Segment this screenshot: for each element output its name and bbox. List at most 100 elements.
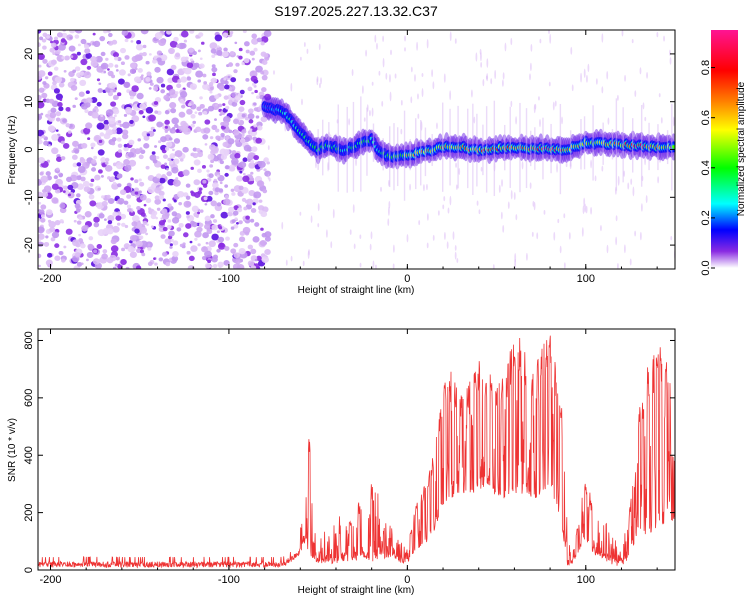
spectrogram-noise-cell bbox=[201, 41, 205, 45]
spectrogram-speck bbox=[392, 263, 395, 269]
spectrogram-noise-cell bbox=[212, 263, 218, 269]
spectrogram-striation bbox=[352, 101, 355, 192]
spectrogram-noise-cell bbox=[214, 128, 220, 133]
spectrogram-noise-cell bbox=[121, 222, 126, 227]
spectrogram-noise-cell bbox=[98, 213, 105, 219]
spectrogram-noise-cell bbox=[238, 220, 243, 225]
spectrogram-noise-cell bbox=[206, 169, 210, 173]
spectrogram-speck bbox=[372, 260, 375, 269]
spectrogram-speck bbox=[456, 258, 459, 263]
spectrogram-noise-cell bbox=[132, 215, 140, 223]
spectrogram-striation bbox=[559, 103, 562, 195]
spectrogram-noise-cell bbox=[203, 81, 208, 85]
spectrogram-speck bbox=[529, 62, 532, 72]
y-tick-label: 200 bbox=[23, 503, 35, 521]
spectrogram-noise-cell bbox=[194, 230, 202, 238]
spectrogram-noise-cell bbox=[82, 180, 90, 187]
spectrogram-noise-cell bbox=[60, 156, 66, 161]
spectrogram-noise-cell bbox=[47, 125, 56, 132]
spectrogram-noise-cell bbox=[210, 145, 219, 154]
spectrogram-speck bbox=[606, 244, 609, 254]
spectrogram-noise-cell bbox=[67, 184, 74, 190]
spectrogram-noise-cell bbox=[106, 30, 111, 33]
spectrogram-noise-cell bbox=[260, 36, 269, 43]
spectrogram-noise-cell bbox=[71, 154, 78, 160]
spectrogram-noise-cell bbox=[51, 183, 59, 190]
colorbar-tick-label: 0.8 bbox=[700, 60, 712, 75]
spectrogram-speck bbox=[301, 98, 303, 106]
spectrogram-speck bbox=[660, 117, 663, 124]
spectrogram-speck bbox=[417, 113, 420, 119]
spectrogram-speck bbox=[642, 102, 645, 110]
spectrogram-noise-cell bbox=[124, 106, 133, 114]
spectrogram-noise-cell bbox=[113, 114, 117, 118]
spectrogram-noise-cell bbox=[130, 209, 134, 213]
spectrogram-speck bbox=[410, 96, 413, 104]
spectrogram-noise-cell bbox=[161, 174, 166, 179]
spectrogram-noise-cell bbox=[76, 175, 82, 181]
spectrogram-noise-cell bbox=[260, 51, 267, 57]
spectrogram-noise-cell bbox=[234, 41, 238, 45]
spectrogram-speck bbox=[563, 213, 566, 219]
spectrogram-speck bbox=[317, 203, 320, 212]
spectrogram-noise-cell bbox=[117, 92, 122, 97]
spectrogram-noise-cell bbox=[232, 118, 240, 125]
spectrogram-noise-cell bbox=[210, 214, 215, 219]
spectrogram-striation bbox=[424, 127, 427, 177]
spectrogram-noise-cell bbox=[85, 258, 89, 262]
spectrogram-noise-cell bbox=[185, 195, 191, 200]
spectrogram-noise-cell bbox=[54, 255, 61, 261]
spectrogram-noise-cell bbox=[38, 191, 44, 199]
spectrogram-noise-cell bbox=[231, 157, 239, 165]
spectrogram-noise-cell bbox=[139, 226, 148, 234]
spectrogram-noise-cell bbox=[151, 151, 156, 155]
spectrogram-noise-cell bbox=[197, 211, 201, 215]
spectrogram-speck bbox=[353, 243, 356, 250]
spectrogram-speck bbox=[624, 74, 626, 82]
spectrogram-noise-cell bbox=[38, 139, 43, 145]
spectrogram-noise-cell bbox=[143, 143, 150, 149]
spectrogram-noise-cell bbox=[227, 75, 231, 79]
spectrogram-noise-cell bbox=[242, 226, 251, 234]
spectrogram-noise-cell bbox=[38, 70, 46, 78]
spectrogram-striation bbox=[431, 134, 433, 166]
spectrogram-speck bbox=[442, 204, 445, 210]
spectrogram-noise-cell bbox=[90, 146, 94, 150]
spectrogram-noise-cell bbox=[261, 69, 269, 76]
spectrogram-noise-cell bbox=[97, 169, 103, 174]
spectrogram-speck bbox=[426, 38, 429, 49]
spectrogram-noise-cell bbox=[152, 59, 158, 64]
spectrogram-x-axis: -200 -100 0 100 bbox=[39, 30, 658, 285]
spectrogram-noise-cell bbox=[129, 62, 137, 69]
spectrogram-noise-cell bbox=[248, 162, 256, 169]
spectrogram-noise-cell bbox=[120, 61, 125, 66]
spectrogram-noise-cell bbox=[260, 116, 268, 123]
spectrogram-noise-cell bbox=[182, 146, 189, 153]
spectrogram-noise-cell bbox=[107, 197, 115, 205]
spectrogram-noise-cell bbox=[257, 180, 263, 186]
spectrogram-noise-cell bbox=[69, 55, 74, 59]
spectrogram-speck bbox=[663, 35, 665, 42]
spectrogram-noise-cell bbox=[96, 78, 101, 82]
spectrogram-speck bbox=[571, 84, 574, 92]
spectrogram-noise-cell bbox=[154, 110, 159, 114]
spectrogram-noise-cell bbox=[171, 211, 178, 217]
spectrogram-noise-cell bbox=[193, 179, 201, 186]
spectrogram-noise-cell bbox=[216, 230, 220, 234]
spectrogram-noise-cell bbox=[136, 54, 143, 61]
spectrogram-speck bbox=[476, 200, 479, 206]
spectrogram-noise-cell bbox=[53, 88, 60, 94]
spectrogram-noise-cell bbox=[231, 150, 237, 155]
spectrogram-noise-cell bbox=[204, 223, 211, 230]
spectrogram-speck bbox=[281, 221, 284, 230]
spectrogram-noise-cell bbox=[252, 202, 256, 206]
spectrogram-noise-cell bbox=[79, 71, 85, 76]
spectrogram-noise-cell bbox=[38, 217, 41, 222]
spectrogram-noise-cell bbox=[217, 236, 225, 243]
spectrogram-noise-cell bbox=[204, 215, 211, 222]
spectrogram-noise-cell bbox=[69, 36, 73, 40]
spectrogram-noise-cell bbox=[251, 91, 254, 95]
spectrogram-noise-cell bbox=[166, 224, 172, 230]
spectrogram-speck bbox=[443, 73, 446, 83]
spectrogram-noise-cell bbox=[78, 91, 85, 97]
